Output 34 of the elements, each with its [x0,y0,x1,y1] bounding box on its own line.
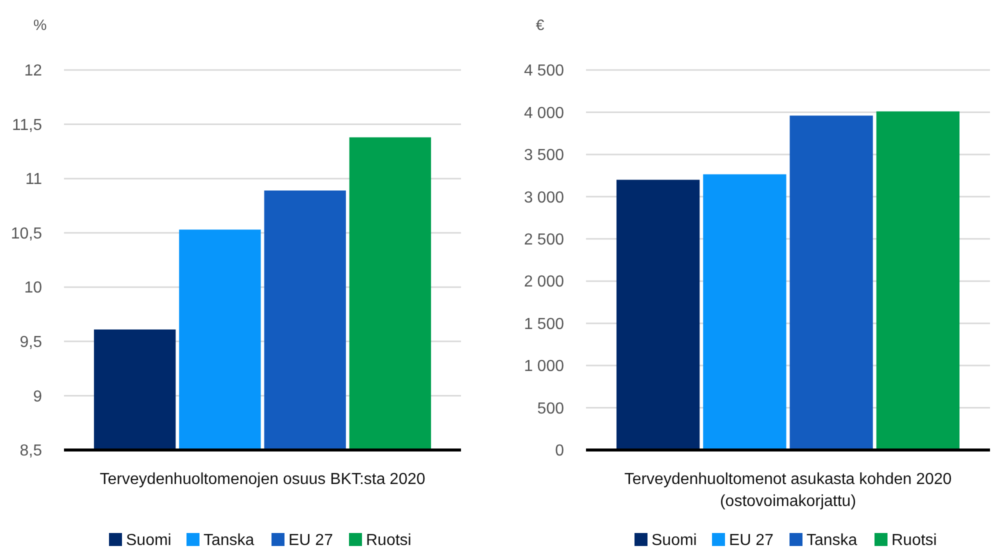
bar [790,116,873,450]
y-tick-label: 1 000 [524,358,564,376]
y-tick-label: 1 500 [524,316,564,333]
legend-label: Ruotsi [892,532,937,549]
y-tick-label: 10,5 [10,225,42,242]
legend-label: Suomi [126,532,172,549]
bar [876,111,960,450]
y-tick-label: 9 [33,388,42,406]
legend-label: Tanska [806,532,858,549]
y-tick-label: 3 500 [524,147,564,164]
y-tick-label: 3 000 [524,189,564,206]
legend-label: EU 27 [288,532,334,549]
legend-label: EU 27 [729,532,774,549]
y-tick-label: 11 [25,171,42,188]
legend-label: Suomi [652,532,697,549]
y-tick-label: 500 [537,400,564,418]
y-tick-label: 2 500 [524,231,564,248]
y-axis-title: % [33,17,47,34]
y-tick-label: 12 [24,62,42,80]
legend-label: Ruotsi [366,532,412,549]
y-tick-label: 4 500 [524,62,564,80]
y-tick-label: 11,5 [12,116,42,134]
bar [616,180,700,450]
y-tick-label: 8,5 [20,442,42,460]
y-axis-title: € [536,17,545,34]
y-tick-label: 2 000 [524,274,564,291]
y-tick-label: 0 [555,442,564,460]
y-tick-label: 4 000 [524,104,564,122]
legend-label: Tanska [204,532,254,549]
y-tick-label: 10 [24,280,42,297]
y-tick-label: 9,5 [20,334,42,352]
x-axis-title: Terveydenhuoltomenot asukasta kohden 2020 (ostovoimakorjattu) [624,471,952,510]
bar [703,174,786,450]
x-axis-title: Terveydenhuoltomenojen osuus BKT:sta 2020 [100,471,426,488]
